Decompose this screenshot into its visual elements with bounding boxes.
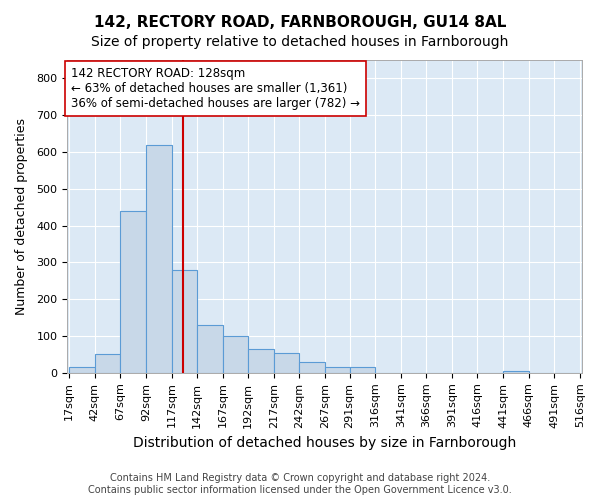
Bar <box>248 349 274 373</box>
Bar <box>299 362 325 373</box>
Text: Contains HM Land Registry data © Crown copyright and database right 2024.
Contai: Contains HM Land Registry data © Crown c… <box>88 474 512 495</box>
Text: 142 RECTORY ROAD: 128sqm
← 63% of detached houses are smaller (1,361)
36% of sem: 142 RECTORY ROAD: 128sqm ← 63% of detach… <box>71 68 360 110</box>
Bar <box>503 371 529 373</box>
X-axis label: Distribution of detached houses by size in Farnborough: Distribution of detached houses by size … <box>133 436 516 450</box>
Bar <box>172 270 197 373</box>
Bar <box>146 144 172 373</box>
Bar <box>223 336 248 373</box>
Bar <box>325 368 350 373</box>
Bar <box>350 368 375 373</box>
Bar <box>197 325 223 373</box>
Bar <box>69 368 95 373</box>
Bar <box>274 352 299 373</box>
Bar <box>95 354 121 373</box>
Bar <box>121 211 146 373</box>
Text: 142, RECTORY ROAD, FARNBOROUGH, GU14 8AL: 142, RECTORY ROAD, FARNBOROUGH, GU14 8AL <box>94 15 506 30</box>
Y-axis label: Number of detached properties: Number of detached properties <box>15 118 28 315</box>
Text: Size of property relative to detached houses in Farnborough: Size of property relative to detached ho… <box>91 35 509 49</box>
